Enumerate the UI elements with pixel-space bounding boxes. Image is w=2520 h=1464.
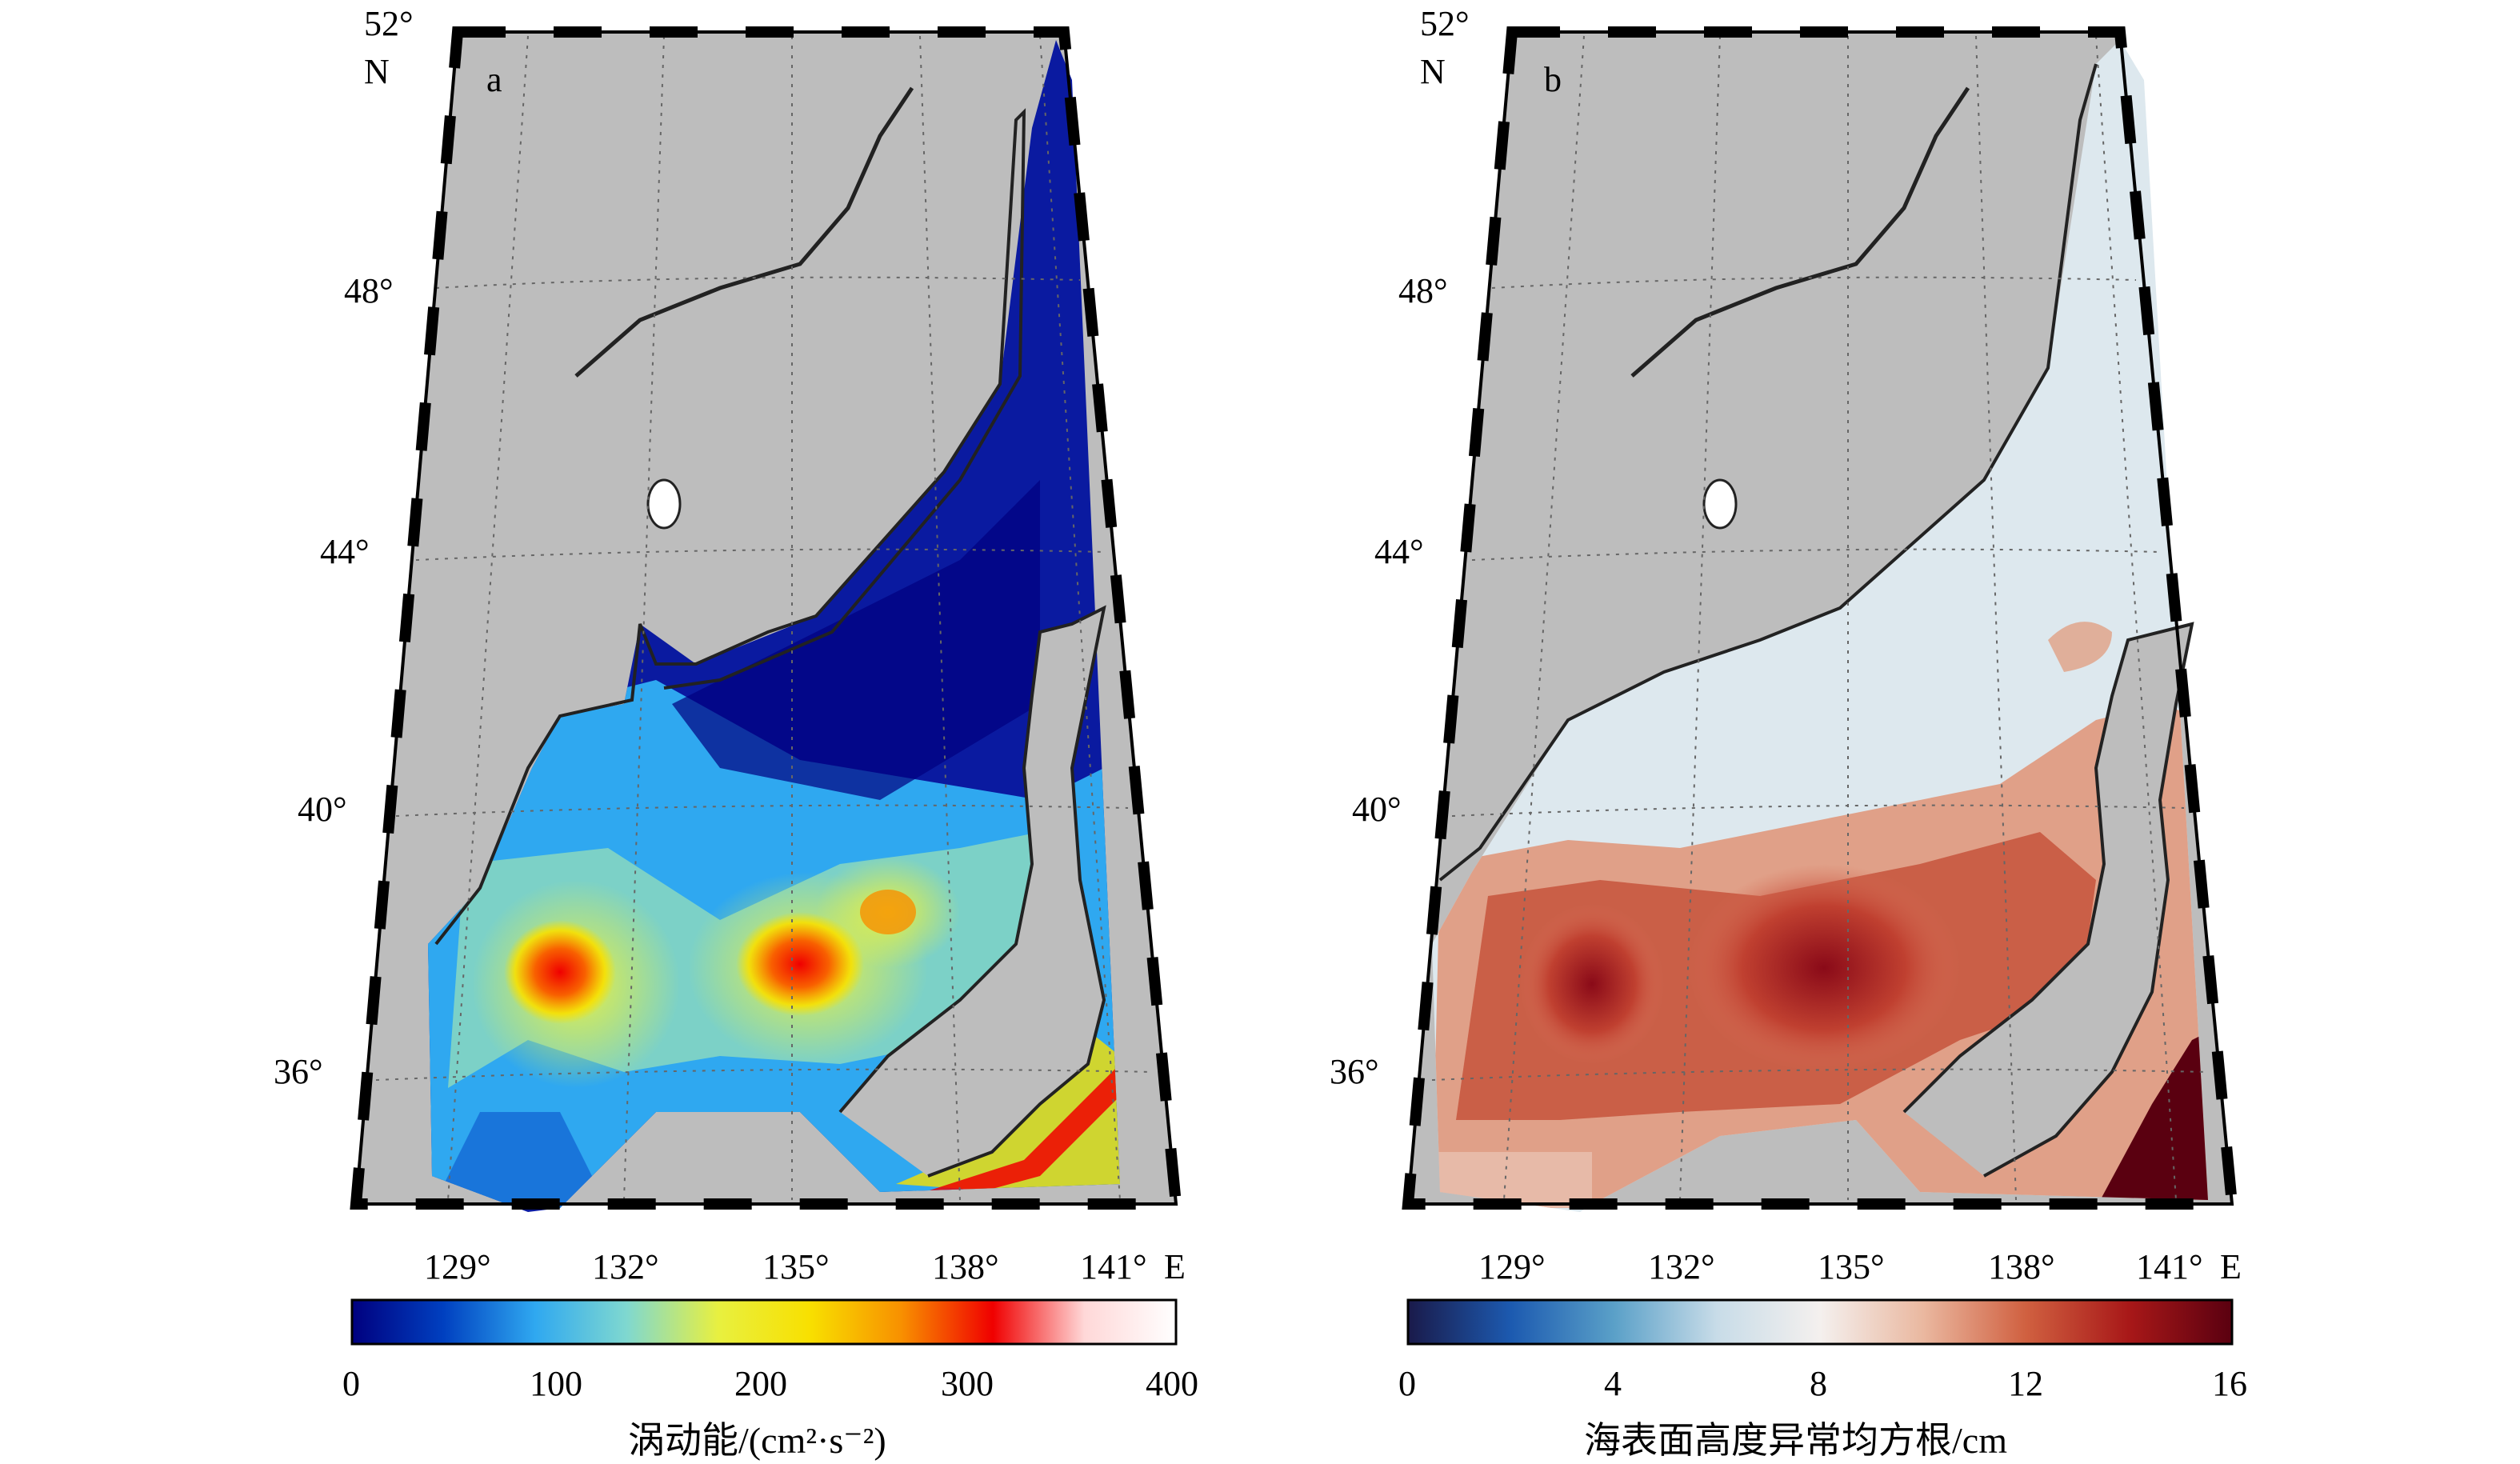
colorbar-a-tick: 0 — [342, 1364, 360, 1403]
panel-a-lon-label: 129° — [424, 1247, 491, 1286]
panel-b-graticule — [1431, 35, 2209, 1201]
colorbar-b-tick: 0 — [1398, 1364, 1416, 1403]
panel-b-lon-label: 129° — [1478, 1247, 1546, 1286]
panel-b-lat-label: 36° — [1330, 1052, 1379, 1091]
panel-b-frame-checker — [1402, 26, 2238, 1210]
colorbar-b — [1406, 1298, 2234, 1346]
panel-b-letter: b — [1544, 60, 1562, 99]
panel-a-frame-checker — [350, 26, 1182, 1210]
colorbar-b-tick: 4 — [1604, 1364, 1622, 1403]
colorbar-a-title: 涡动能/(cm²·s⁻²) — [628, 1420, 886, 1461]
panel-a-lon-label: 138° — [932, 1247, 999, 1286]
panel-b-river — [1630, 86, 1970, 378]
panel-b-lake — [1702, 478, 1738, 530]
colorbar-a-tick: 200 — [734, 1364, 787, 1403]
panel-b-lat-label: 40° — [1352, 790, 1402, 829]
panel-a-korea-coast — [434, 108, 1026, 946]
colorbar-b-tick: 12 — [2008, 1364, 2043, 1403]
panel-b-korea-coast — [1438, 63, 2098, 882]
panel-a-lon-label: 135° — [762, 1247, 830, 1286]
panel-a — [350, 26, 1182, 1212]
panel-a-lat-label: 40° — [298, 790, 347, 829]
colorbar-a-tick: 100 — [530, 1364, 582, 1403]
panel-b-japan-coast — [1902, 622, 2194, 1178]
panel-b-lon-label: 138° — [1988, 1247, 2055, 1286]
panel-a-lon-label: 132° — [592, 1247, 659, 1286]
colorbar-b-tick: 8 — [1810, 1364, 1827, 1403]
panel-b-lon-label: 141° — [2136, 1247, 2203, 1286]
colorbar-a-tick: 400 — [1146, 1364, 1198, 1403]
panel-a-river — [574, 86, 914, 378]
panel-a-lon-label: 141° — [1080, 1247, 1147, 1286]
panel-a-lake — [646, 478, 682, 530]
panel-a-lat-label: 44° — [320, 532, 370, 571]
panel-b-lon-suffix: E — [2220, 1247, 2242, 1286]
panel-b-lat-label: 52° — [1420, 4, 1470, 43]
panel-b-lon-label: 132° — [1648, 1247, 1715, 1286]
panel-a-lat-label: 52° — [364, 4, 414, 43]
panel-a-letter: a — [486, 60, 502, 99]
panel-b-lat-suffix: N — [1420, 52, 1446, 91]
panel-a-lon-suffix: E — [1164, 1247, 1186, 1286]
panel-b-lat-label: 44° — [1374, 532, 1424, 571]
panel-a-lat-label: 36° — [274, 1052, 323, 1091]
panel-a-lat-label: 48° — [344, 271, 394, 310]
colorbar-a — [350, 1298, 1178, 1346]
panel-b-lat-label: 48° — [1398, 271, 1448, 310]
panel-a-graticule — [375, 35, 1153, 1201]
colorbar-a-tick: 300 — [941, 1364, 994, 1403]
colorbar-b-title: 海表面高度异常均方根/cm — [1584, 1420, 2007, 1461]
panel-a-lat-suffix: N — [364, 52, 390, 91]
panel-b — [1402, 26, 2238, 1212]
panel-b-lon-label: 135° — [1818, 1247, 1885, 1286]
colorbar-b-tick: 16 — [2212, 1364, 2247, 1403]
panel-a-japan-coast — [838, 605, 1106, 1178]
